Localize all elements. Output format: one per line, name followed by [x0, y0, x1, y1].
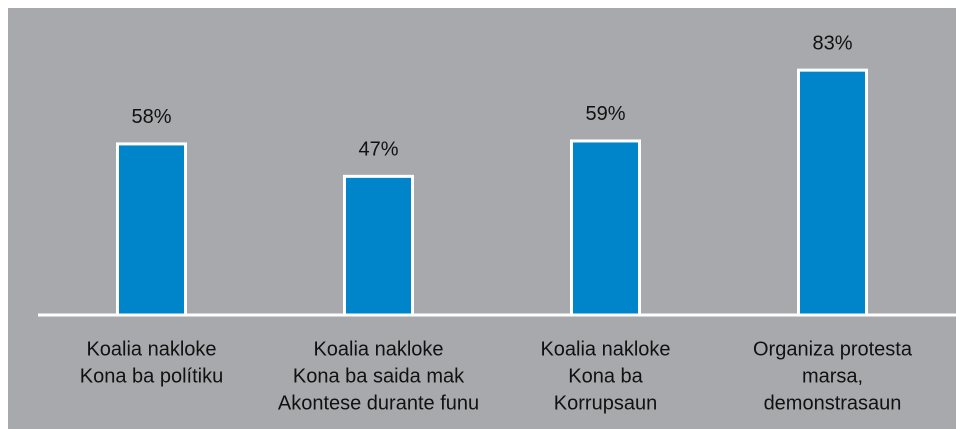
x-tick-label: Kona ba	[568, 365, 643, 387]
x-tick-label: Korrupsaun	[554, 392, 657, 414]
x-tick-label: Kona ba polítiku	[80, 365, 223, 387]
bar	[116, 142, 187, 317]
bar	[797, 68, 868, 317]
x-tick-label: demonstrasaun	[764, 392, 902, 414]
value-label: 47%	[358, 139, 398, 161]
x-tick-label: Koalia nakloke	[86, 338, 216, 360]
x-tick-label: Kona ba saida mak	[293, 365, 465, 387]
x-tick-label: Akontese durante funu	[278, 392, 479, 414]
bar	[570, 139, 641, 317]
x-tick-label: Koalia nakloke	[540, 338, 670, 360]
x-tick-label: marsa,	[802, 365, 863, 387]
value-label: 83%	[812, 32, 852, 54]
bar	[343, 174, 414, 317]
value-label: 59%	[585, 103, 625, 125]
x-tick-label: Organiza protesta	[753, 338, 913, 360]
value-label: 58%	[131, 106, 171, 128]
x-tick-label: Koalia nakloke	[313, 338, 443, 360]
